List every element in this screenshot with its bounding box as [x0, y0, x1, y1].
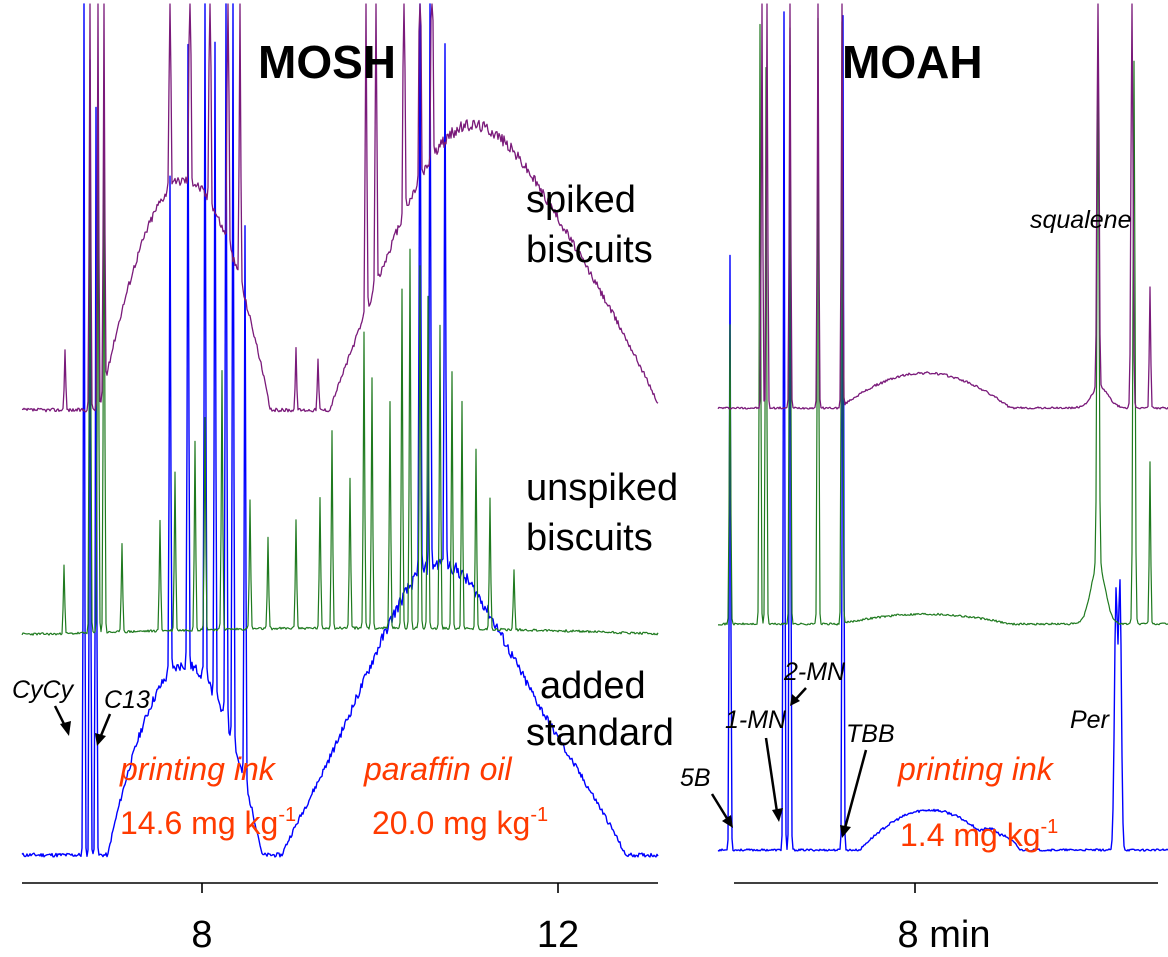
mosh-title: MOSH [258, 36, 396, 88]
peak-label-tbb: TBB [846, 720, 895, 748]
peak-label-cycy: CyCy [12, 676, 75, 704]
moah-x-tick-label-8min: 8 min [898, 914, 991, 956]
peak-arrow-5b [710, 793, 733, 828]
mosh-label-unspiked-line2: biscuits [526, 517, 653, 559]
mosh-anno-printing-ink: printing ink [119, 751, 277, 787]
mosh-trace-added-standard [21, 3, 659, 858]
moah-anno-printing-ink-conc: 1.4 mg kg-1 [900, 816, 1058, 853]
mosh-label-unspiked-line1: unspiked [526, 467, 678, 509]
mosh-traces [21, 3, 659, 858]
mosh-x-tick-label-12: 12 [537, 914, 579, 956]
moah-panel: MOAH squalene 2-MN 1-MN TBB 5B Per print… [680, 3, 1168, 956]
mosh-label-standard-line2: standard [526, 712, 674, 754]
mosh-trace-unspiked-biscuits [21, 71, 659, 636]
mosh-anno-paraffin-oil: paraffin oil [363, 751, 513, 787]
mosh-trace-spiked-biscuits [21, 3, 659, 413]
mosh-label-spiked-line1: spiked [526, 179, 636, 221]
peak-arrow-cycy [53, 705, 71, 736]
peak-label-c13: C13 [104, 686, 150, 714]
moah-anno-printing-ink: printing ink [897, 751, 1055, 787]
moah-traces [717, 3, 1168, 852]
moah-trace-added-standard [717, 11, 1168, 852]
peak-label-5b: 5B [680, 764, 711, 792]
mosh-label-spiked-line2: biscuits [526, 229, 653, 271]
moah-trace-unspiked-biscuits [718, 17, 1168, 626]
peak-arrow-1-mn [764, 737, 783, 822]
mosh-anno-paraffin-oil-conc: 20.0 mg kg-1 [372, 804, 548, 841]
peak-arrow-2-mn [790, 687, 807, 706]
peak-arrow-tbb [840, 749, 868, 838]
peak-label-1-mn: 1-MN [725, 706, 787, 734]
moah-trace-spiked-biscuits [717, 3, 1168, 410]
peak-label-2-mn: 2-MN [783, 658, 846, 686]
mosh-label-standard-line1: added [540, 665, 646, 707]
mosh-panel: MOSH spiked biscuits unspiked biscuits a… [12, 3, 678, 956]
peak-label-squalene: squalene [1030, 206, 1131, 234]
peak-arrow-c13 [95, 713, 112, 746]
peak-label-per: Per [1070, 706, 1111, 734]
moah-title: MOAH [842, 36, 983, 88]
mosh-anno-printing-ink-conc: 14.6 mg kg-1 [120, 804, 296, 841]
mosh-x-tick-label-8: 8 [191, 914, 212, 956]
